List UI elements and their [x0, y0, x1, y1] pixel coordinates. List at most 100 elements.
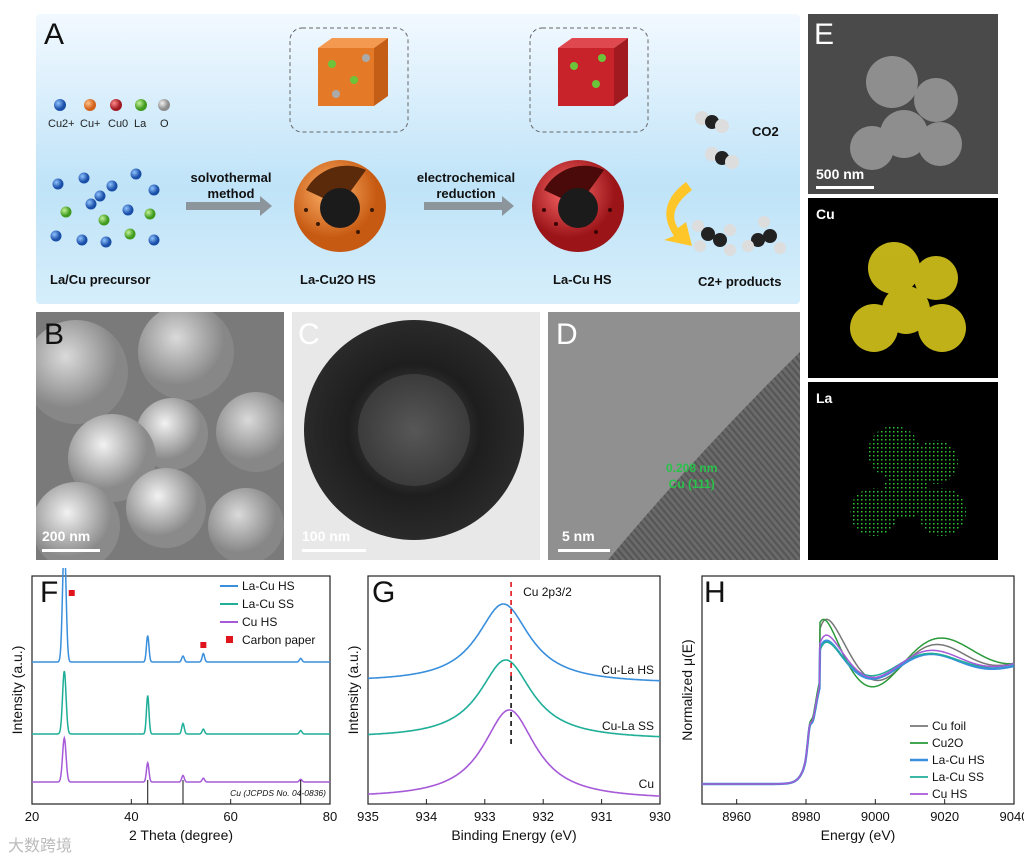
xanes-xtick-label: 8960: [722, 809, 751, 824]
lattice-annotation: 0.208 nm Cu (111): [666, 460, 717, 492]
xps-series-0: [367, 603, 661, 682]
la-cu2o-sphere: [294, 160, 386, 252]
stem-image: [808, 14, 998, 194]
xrd-xtick-label: 60: [223, 809, 237, 824]
la-cu-sphere: [532, 160, 624, 252]
panel-label-a: A: [44, 18, 65, 51]
xps-annotation: Cu 2p3/2: [523, 585, 572, 599]
schematic-panel: [36, 14, 800, 304]
lattice-spacing: 0.208 nm: [666, 461, 718, 475]
legend-cu0: Cu0: [108, 118, 129, 130]
sem-image: [36, 312, 284, 560]
xanes-ylabel: Normalized μ(E): [680, 639, 695, 740]
xrd-series-0: [32, 568, 330, 663]
legend-la: La: [134, 118, 147, 130]
scale-label-b: 200 nm: [42, 528, 91, 544]
xanes-legend-label: Cu HS: [932, 787, 967, 801]
eds-label-cu: Cu: [816, 206, 835, 222]
xanes-xlabel: Energy (eV): [821, 827, 896, 843]
xanes-legend-label: La-Cu SS: [932, 770, 984, 784]
xps-chart: 935 934 933 932 931 930 Binding Energy (eV) Int…: [345, 575, 671, 843]
precursor-dots: [50, 168, 160, 248]
xrd-series-2: [32, 735, 330, 783]
xrd-legend-label: Cu HS: [242, 615, 277, 629]
xrd-series-1: [32, 670, 330, 735]
legend-cu2plus: Cu2+: [48, 118, 75, 130]
legend-cuplus: Cu+: [80, 118, 101, 130]
xanes-series-4: [702, 634, 1015, 785]
xrd-chart: 20 40 60 80 2 Theta (degree) Intensity (a.u.)…: [9, 568, 337, 843]
xps-xtick-label: 932: [532, 809, 554, 824]
xps-series-label: Cu-La SS: [602, 719, 654, 733]
atom-legend: [54, 99, 170, 111]
xrd-xtick-label: 40: [124, 809, 138, 824]
scale-bar-b: [42, 549, 100, 552]
xps-xtick-label: 935: [357, 809, 379, 824]
precursor-label: La/Cu precursor: [50, 272, 151, 287]
xanes-legend-label: La-Cu HS: [932, 753, 985, 767]
eds-map-cu: [808, 198, 998, 378]
co2-molecules: [695, 111, 739, 169]
xps-xtick-label: 931: [591, 809, 613, 824]
scale-bar-e: [816, 186, 874, 189]
panel-label-g: G: [372, 576, 396, 609]
xanes-xtick-label: 9000: [861, 809, 890, 824]
panel-label-e: E: [814, 18, 835, 51]
cu2o-lattice-cube: [318, 38, 388, 106]
xps-series-label: Cu: [639, 777, 654, 791]
step1-line2: method: [207, 186, 255, 201]
xps-xtick-label: 930: [649, 809, 671, 824]
panel-label-b: B: [44, 318, 65, 351]
arrow-step2: [424, 196, 514, 216]
step1-line1: solvothermal: [190, 170, 272, 185]
lattice-plane: Cu (111): [668, 477, 715, 491]
xps-series-2: [368, 709, 660, 797]
cu-lattice-cube: [558, 38, 628, 106]
xps-series-label: Cu-La HS: [601, 663, 654, 677]
schematic-drawing: [50, 27, 786, 256]
xps-xlabel: Binding Energy (eV): [451, 827, 576, 843]
scale-label-d: 5 nm: [562, 528, 595, 544]
xrd-carbon-marker: [68, 590, 75, 596]
xanes-xtick-label: 9020: [930, 809, 959, 824]
reactant-label: CO2: [752, 124, 779, 139]
panel-label-c: C: [298, 318, 320, 351]
xrd-legend-marker: [226, 636, 233, 643]
xrd-frame: [31, 575, 331, 805]
xanes-legend-label: Cu2O: [932, 736, 963, 750]
intermediate-label: La-Cu2O HS: [300, 272, 376, 287]
xanes-xtick-label: 9040: [1000, 809, 1024, 824]
final-label: La-Cu HS: [553, 272, 612, 287]
tem-image: [292, 312, 540, 560]
scale-bar-d: [558, 549, 610, 552]
xrd-xtick-label: 80: [323, 809, 337, 824]
xanes-frame: [701, 575, 1015, 805]
panel-label-f: F: [40, 576, 59, 609]
xps-frame: [367, 575, 661, 805]
panel-label-h: H: [704, 576, 726, 609]
xrd-legend-label: La-Cu SS: [242, 597, 294, 611]
xrd-legend-label: La-Cu HS: [242, 579, 295, 593]
scale-label-c: 100 nm: [302, 528, 351, 544]
xanes-chart: 8960 8980 9000 9020 9040 Energy (eV) Normalize…: [680, 575, 1024, 843]
watermark: 大数跨境: [8, 838, 73, 855]
product-label: C2+ products: [698, 274, 782, 289]
xanes-legend-label: Cu foil: [932, 719, 966, 733]
c2-product-molecules: [692, 216, 786, 256]
hrtem-image: [548, 312, 800, 560]
xps-xtick-label: 934: [416, 809, 438, 824]
xps-ylabel: Intensity (a.u.): [345, 646, 361, 735]
panel-label-d: D: [556, 318, 578, 351]
xrd-xlabel: 2 Theta (degree): [129, 827, 233, 843]
callout-cu-lattice: [529, 27, 649, 133]
eds-map-la: [808, 382, 998, 560]
scale-label-e: 500 nm: [816, 166, 865, 182]
reduction-arrow-yellow: [664, 182, 692, 246]
xps-series-1: [367, 659, 661, 738]
xrd-carbon-marker: [200, 642, 207, 648]
xrd-ylabel: Intensity (a.u.): [9, 646, 25, 735]
step2-label: electrochemical reduction: [410, 170, 522, 202]
eds-label-la: La: [816, 390, 833, 406]
callout-cu2o-lattice: [289, 27, 409, 133]
xanes-xtick-label: 8980: [792, 809, 821, 824]
